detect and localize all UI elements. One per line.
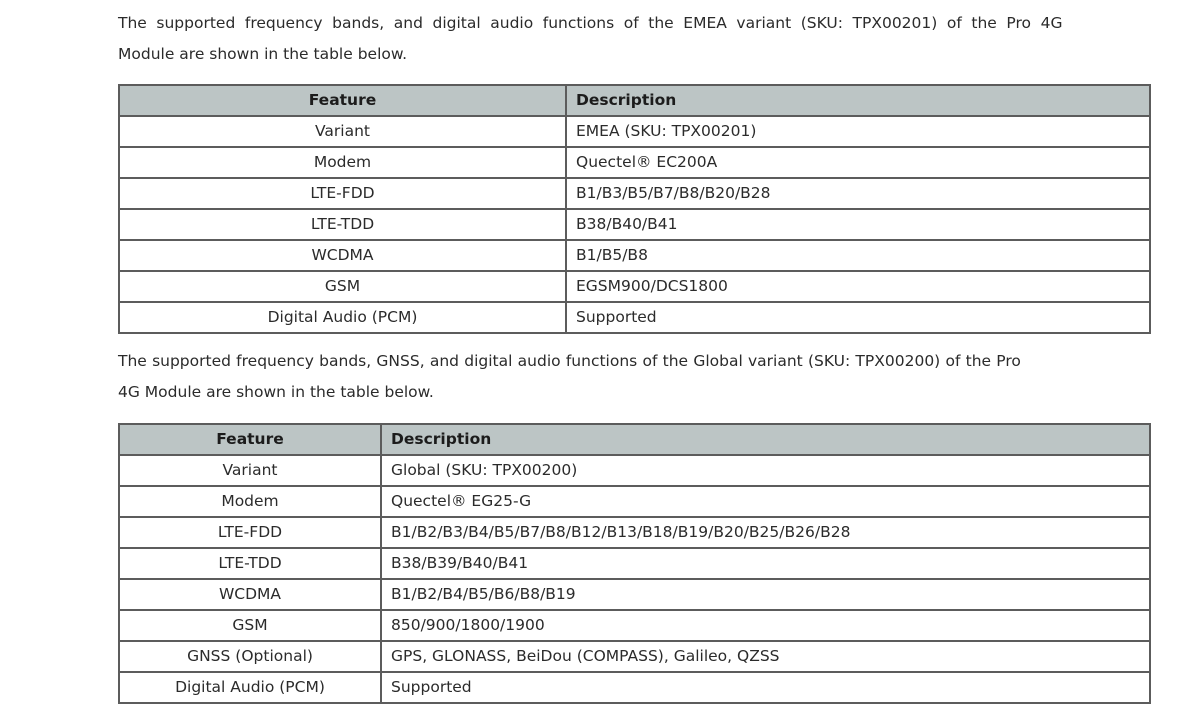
table-row: Digital Audio (PCM) Supported (120, 303, 1151, 334)
table-header-row: Feature Description (120, 425, 1151, 456)
cell-description: Supported (567, 303, 1151, 334)
cell-feature: Digital Audio (PCM) (120, 673, 382, 704)
table-row: Modem Quectel® EC200A (120, 148, 1151, 179)
column-header-description: Description (382, 425, 1151, 456)
cell-description: Quectel® EC200A (567, 148, 1151, 179)
global-spec-table: Feature Description Variant Global (SKU:… (118, 423, 1151, 704)
cell-description: Global (SKU: TPX00200) (382, 456, 1151, 487)
cell-feature: Variant (120, 117, 567, 148)
table-row: Variant Global (SKU: TPX00200) (120, 456, 1151, 487)
cell-description: B38/B39/B40/B41 (382, 549, 1151, 580)
table-row: LTE-TDD B38/B39/B40/B41 (120, 549, 1151, 580)
cell-description: B1/B2/B4/B5/B6/B8/B19 (382, 580, 1151, 611)
cell-description: GPS, GLONASS, BeiDou (COMPASS), Galileo,… (382, 642, 1151, 673)
document-content: The supported frequency bands, and digit… (118, 0, 1151, 704)
table-row: Digital Audio (PCM) Supported (120, 673, 1151, 704)
paragraph-emea-intro-line-2: Module are shown in the table below. (118, 45, 408, 63)
table-row: LTE-FDD B1/B3/B5/B7/B8/B20/B28 (120, 179, 1151, 210)
paragraph-global-intro-line-2: 4G Module are shown in the table below. (118, 383, 434, 401)
cell-feature: LTE-FDD (120, 518, 382, 549)
column-header-feature: Feature (120, 86, 567, 117)
paragraph-global-intro: The supported frequency bands, GNSS, and… (118, 334, 1149, 408)
cell-feature: LTE-FDD (120, 179, 567, 210)
cell-description: EGSM900/DCS1800 (567, 272, 1151, 303)
cell-feature: LTE-TDD (120, 549, 382, 580)
cell-description: B38/B40/B41 (567, 210, 1151, 241)
table-row: GNSS (Optional) GPS, GLONASS, BeiDou (CO… (120, 642, 1151, 673)
emea-spec-table: Feature Description Variant EMEA (SKU: T… (118, 84, 1151, 334)
cell-description: B1/B3/B5/B7/B8/B20/B28 (567, 179, 1151, 210)
paragraph-global-intro-line-1: The supported frequency bands, GNSS, and… (118, 352, 1021, 370)
cell-feature: Variant (120, 456, 382, 487)
cell-feature: GSM (120, 272, 567, 303)
cell-feature: GSM (120, 611, 382, 642)
table-row: GSM EGSM900/DCS1800 (120, 272, 1151, 303)
cell-description: Quectel® EG25-G (382, 487, 1151, 518)
cell-description: 850/900/1800/1900 (382, 611, 1151, 642)
column-header-feature: Feature (120, 425, 382, 456)
table-row: WCDMA B1/B2/B4/B5/B6/B8/B19 (120, 580, 1151, 611)
cell-feature: LTE-TDD (120, 210, 567, 241)
cell-feature: WCDMA (120, 580, 382, 611)
cell-feature: Digital Audio (PCM) (120, 303, 567, 334)
cell-description: EMEA (SKU: TPX00201) (567, 117, 1151, 148)
cell-description: B1/B2/B3/B4/B5/B7/B8/B12/B13/B18/B19/B20… (382, 518, 1151, 549)
table-row: Modem Quectel® EG25-G (120, 487, 1151, 518)
paragraph-emea-intro-line-1: The supported frequency bands, and digit… (118, 14, 1063, 32)
cell-feature: WCDMA (120, 241, 567, 272)
paragraph-emea-intro: The supported frequency bands, and digit… (118, 0, 1149, 70)
table-row: LTE-FDD B1/B2/B3/B4/B5/B7/B8/B12/B13/B18… (120, 518, 1151, 549)
cell-description: B1/B5/B8 (567, 241, 1151, 272)
table-header-row: Feature Description (120, 86, 1151, 117)
table-row: LTE-TDD B38/B40/B41 (120, 210, 1151, 241)
cell-feature: GNSS (Optional) (120, 642, 382, 673)
column-header-description: Description (567, 86, 1151, 117)
table-row: GSM 850/900/1800/1900 (120, 611, 1151, 642)
table-row: Variant EMEA (SKU: TPX00201) (120, 117, 1151, 148)
table-row: WCDMA B1/B5/B8 (120, 241, 1151, 272)
cell-feature: Modem (120, 148, 567, 179)
cell-feature: Modem (120, 487, 382, 518)
cell-description: Supported (382, 673, 1151, 704)
